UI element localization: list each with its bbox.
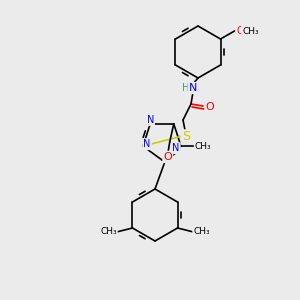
Text: H: H [182,83,190,93]
Text: CH₃: CH₃ [195,142,211,151]
Text: N: N [189,83,197,93]
Text: CH₃: CH₃ [193,227,210,236]
Text: O: O [164,152,172,162]
Text: N: N [143,139,151,149]
Text: O: O [206,102,214,112]
Text: O: O [237,26,244,36]
Text: CH₃: CH₃ [100,227,117,236]
Text: N: N [172,143,180,153]
Text: S: S [182,130,190,143]
Text: N: N [147,115,154,125]
Text: CH₃: CH₃ [242,26,259,35]
